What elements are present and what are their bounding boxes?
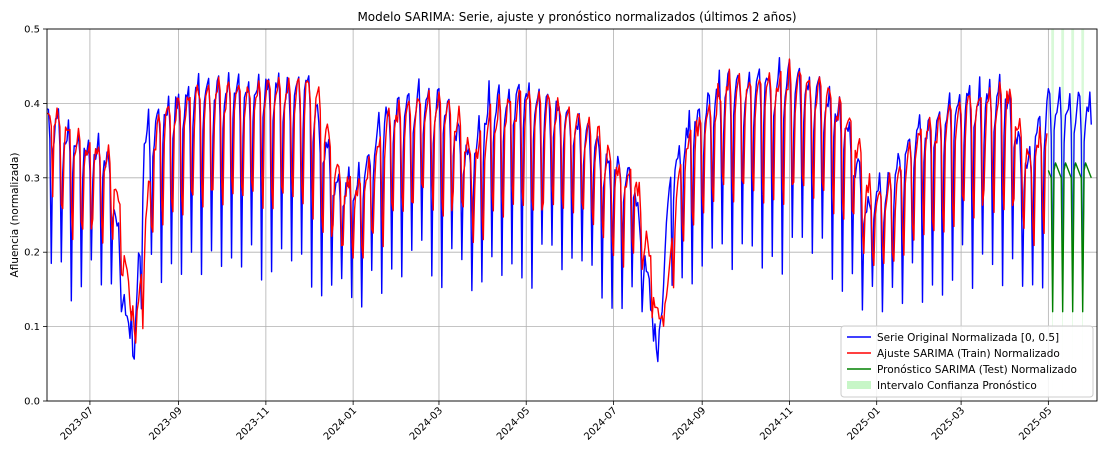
y-axis: 0.0 0.1 0.2 0.3 0.4 0.5 [24, 25, 47, 408]
legend-swatch [847, 381, 871, 389]
series-line-fit [47, 58, 1048, 344]
legend: Serie Original Normalizada [0, 0.5] Ajust… [840, 325, 1094, 398]
legend-entry-label: Ajuste SARIMA (Train) Normalizado [877, 348, 1060, 360]
legend-box [840, 325, 1094, 398]
y-tick-label: 0.5 [24, 25, 40, 36]
y-tick-label: 0.3 [24, 173, 40, 184]
legend-entry-label: Intervalo Confianza Pronóstico [877, 380, 1037, 392]
y-tick-label: 0.0 [24, 397, 40, 408]
axes-frame [46, 28, 1098, 402]
series-line-forecast [1047, 162, 1092, 313]
y-tick-label: 0.2 [24, 248, 40, 259]
chart-title: Modelo SARIMA: Serie, ajuste y pronóstic… [357, 10, 796, 24]
legend-entry-label: Serie Original Normalizada [0, 0.5] [877, 332, 1059, 344]
series-fit [47, 58, 1048, 344]
y-tick-label: 0.1 [24, 322, 40, 333]
legend-entry-label: Pronóstico SARIMA (Test) Normalizado [877, 364, 1077, 376]
series-forecast [1047, 162, 1092, 313]
y-tick-label: 0.4 [24, 99, 40, 110]
y-axis-label: Afluencia (normalizada) [9, 153, 21, 278]
